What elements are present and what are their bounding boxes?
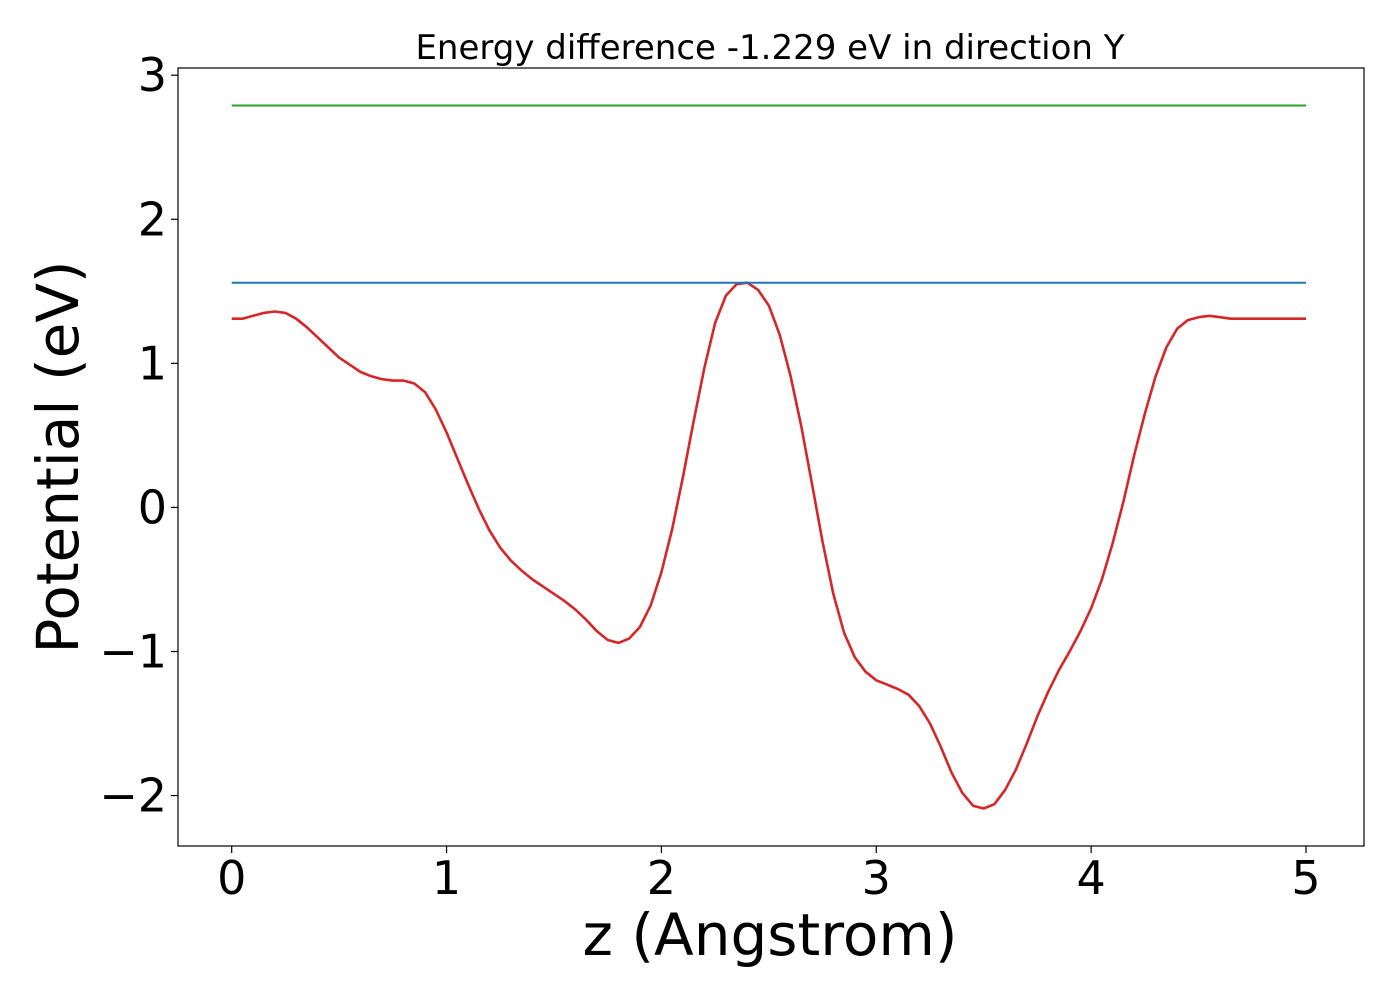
y-tick-label: 0 (138, 480, 167, 534)
y-tick-label: 3 (138, 48, 167, 102)
y-axis-label: Potential (eV) (24, 260, 92, 653)
x-tick-label: 1 (432, 851, 461, 905)
y-axis-ticks: −2 −1 0 1 2 3 (99, 48, 178, 823)
y-tick-label: −2 (99, 769, 167, 823)
x-tick-label: 3 (862, 851, 891, 905)
y-tick-label: 2 (138, 192, 167, 246)
y-tick-label: 1 (138, 336, 167, 390)
series-line-1 (231, 281, 1306, 810)
x-tick-label: 5 (1291, 851, 1320, 905)
plot-frame (177, 67, 1365, 847)
x-tick-label: 0 (217, 851, 246, 905)
chart-title: Energy difference -1.229 eV in direction… (415, 28, 1124, 68)
x-axis-label: z (Angstrom) (583, 901, 958, 969)
series-layer (231, 104, 1306, 810)
y-tick-label: −1 (99, 625, 167, 679)
x-tick-label: 4 (1076, 851, 1105, 905)
x-axis-ticks: 0 1 2 3 4 5 (217, 846, 1321, 905)
x-tick-label: 2 (647, 851, 676, 905)
